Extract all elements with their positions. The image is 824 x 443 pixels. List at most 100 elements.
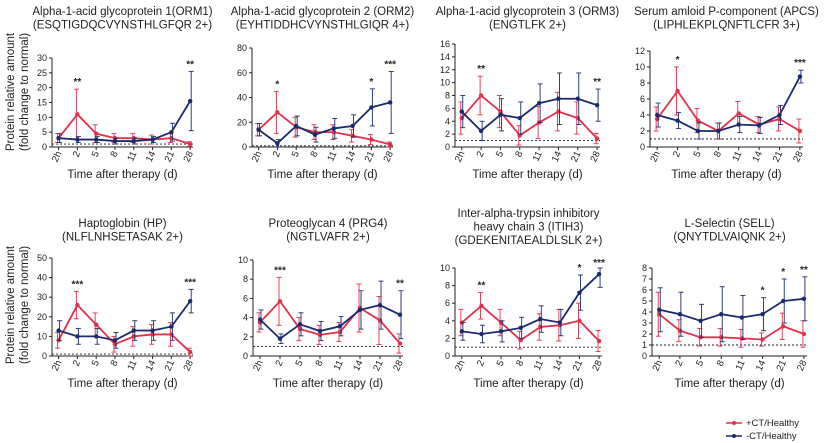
series-noct: [56, 70, 194, 145]
y-tick-label: 0: [42, 351, 47, 361]
y-tick-label: 12: [635, 46, 645, 56]
data-point: [397, 312, 403, 317]
significance-label: ***: [72, 279, 84, 290]
x-tick-label: 21: [371, 359, 385, 373]
data-point: [517, 115, 522, 121]
data-point: [459, 329, 465, 334]
data-point: [56, 135, 61, 141]
data-point: [93, 131, 99, 136]
x-tick-label: 2h: [251, 359, 265, 373]
y-tick-label: 10: [37, 331, 47, 341]
y-tick-label: 2: [445, 129, 450, 139]
data-point: [594, 102, 600, 108]
data-point: [112, 342, 118, 347]
x-tick-label: 28: [381, 150, 395, 164]
series-ct: [55, 88, 193, 147]
y-tick-label: 8: [445, 281, 450, 291]
y-tick-label: 2: [445, 333, 450, 343]
chart-title-line: L-Selectin (SELL): [684, 218, 774, 230]
x-tick-label: 21: [163, 150, 177, 164]
y-tick-label: 50: [37, 253, 47, 263]
data-point: [317, 328, 323, 334]
data-point: [781, 324, 786, 329]
data-point: [594, 136, 600, 141]
data-point: [112, 338, 118, 343]
y-tick-label: 4: [445, 316, 450, 326]
data-point: [498, 112, 503, 118]
chart-title-line: (ENGTLFK 2+): [489, 20, 566, 32]
y-tick-label: 20: [37, 83, 47, 93]
x-tick-label: 28: [181, 150, 195, 164]
x-tick-label: 5: [294, 359, 306, 368]
series-ct: [458, 292, 602, 353]
chart-title-line: heavy chain 3 (ITIH3): [474, 222, 584, 234]
chart-panels: Alpha-1-acid glycoprotein 1(ORM1) (ESQTIG…: [32, 6, 819, 390]
y-tick-label: 1: [642, 340, 647, 350]
y-tick-label: 10: [440, 263, 450, 273]
data-point: [575, 115, 580, 121]
data-point: [479, 331, 484, 337]
chart-panel-1: Alpha-1-acid glycoprotein 1(ORM1) (ESQTIG…: [32, 6, 212, 181]
y-tick-label: 3: [642, 318, 647, 328]
y-tick-label: 14: [440, 52, 450, 62]
y-tick-label: 6: [445, 103, 450, 113]
data-point: [760, 312, 765, 317]
data-point: [397, 341, 403, 346]
data-point: [369, 137, 374, 142]
data-point: [518, 325, 523, 331]
chart-title-line: (GDEKENITAEALDLSLK 2+): [455, 235, 603, 247]
data-point: [387, 142, 393, 147]
series-line: [461, 94, 598, 140]
data-point: [657, 307, 662, 312]
x-tick-label: 21: [775, 359, 789, 373]
data-point: [459, 115, 464, 121]
data-point: [538, 324, 543, 330]
data-point: [131, 328, 136, 333]
x-tick-label: 2h: [453, 359, 467, 373]
series-ct: [255, 90, 393, 148]
series-ct: [653, 66, 803, 144]
data-point: [654, 116, 660, 122]
y-tick-label: 8: [445, 91, 450, 101]
x-tick-label: 11: [733, 359, 747, 373]
series-line: [58, 100, 191, 142]
data-point: [150, 137, 155, 142]
series-line: [461, 97, 598, 133]
legend-noct-marker: [732, 434, 736, 438]
data-point: [297, 322, 303, 327]
x-tick-label: 2h: [250, 150, 264, 164]
data-point: [275, 141, 280, 146]
significance-label: ***: [384, 60, 396, 71]
x-axis-label: Time after therapy (d): [67, 169, 177, 181]
y-tick-label: 0: [42, 142, 47, 152]
significance-label: *: [676, 55, 680, 66]
series-noct: [657, 276, 808, 343]
significance-label: **: [396, 279, 404, 290]
data-point: [556, 96, 561, 101]
y-tick-label: 8: [243, 274, 248, 284]
legend-ct-label: +CT/Healthy: [746, 418, 799, 429]
x-tick-label: 11: [730, 150, 744, 164]
data-point: [369, 105, 374, 110]
x-tick-label: 2h: [651, 359, 665, 373]
data-point: [695, 118, 701, 123]
chart-title-line: (EYHTIDDHCVYNSTHLGIQR 4+): [236, 20, 410, 32]
data-point: [112, 138, 118, 144]
legend: +CT/Healthy -CT/Healthy: [726, 418, 799, 442]
series-noct: [459, 267, 603, 344]
series-noct: [459, 72, 601, 142]
data-point: [719, 312, 724, 317]
y-tick-label: 30: [37, 292, 47, 302]
data-point: [756, 123, 762, 128]
x-tick-label: 11: [532, 359, 546, 373]
chart-title-line: Alpha-1-acid glycoprotein 2 (ORM2): [231, 6, 415, 18]
significance-label: **: [186, 59, 194, 70]
significance-label: **: [478, 281, 486, 292]
series-line: [461, 304, 600, 342]
chart-panel-6: Proteoglycan 4 (PRG4)(NGTLVAFR 2+)024681…: [238, 218, 406, 390]
y-tick-label: 8: [642, 263, 647, 273]
x-tick-label: 21: [569, 150, 583, 164]
significance-label: **: [477, 64, 485, 75]
data-point: [479, 303, 484, 309]
y-tick-label: 0: [243, 351, 248, 361]
